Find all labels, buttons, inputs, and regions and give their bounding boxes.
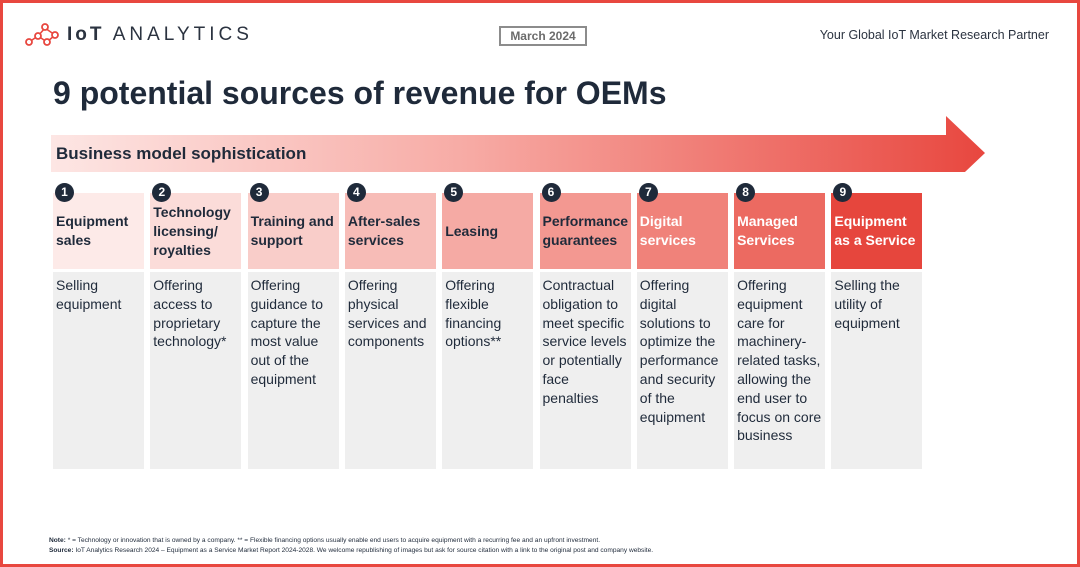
note-line: Note: * = Technology or innovation that … xyxy=(49,537,601,544)
logo: IoT ANALYTICS xyxy=(25,22,253,48)
column-heading-text: Managed Services xyxy=(737,213,798,248)
network-nodes-icon xyxy=(25,23,59,46)
step-number-badge: 6 xyxy=(541,183,561,202)
column-heading: Leasing xyxy=(442,193,534,269)
column-heading-text: Performance guarantees xyxy=(542,213,629,248)
column-heading: Equipment as a Service xyxy=(831,193,923,269)
step-number-badge: 7 xyxy=(638,183,658,202)
column-description: Offering access to proprietary technolog… xyxy=(150,272,242,469)
column-description: Offering equipment care for machinery-re… xyxy=(734,272,826,469)
column-heading-text: Equipment as a Service xyxy=(834,213,916,248)
column-heading: Technology licensing/ royalties xyxy=(150,193,242,269)
column-heading: Digital services xyxy=(636,193,728,269)
logo-wordmark: IoT ANALYTICS xyxy=(67,24,253,45)
column-heading: Performance guarantees xyxy=(539,193,631,269)
column-description: Offering digital solutions to optimize t… xyxy=(636,272,728,469)
footnotes: Note: * = Technology or innovation that … xyxy=(49,536,653,556)
column-heading-text: Training and support xyxy=(250,213,334,248)
column-heading-text: Equipment sales xyxy=(56,213,129,248)
step-number-badge: 3 xyxy=(249,183,269,202)
column-heading: Managed Services xyxy=(734,193,826,269)
column-description: Offering flexible financing options** xyxy=(442,272,534,469)
column-description: Selling equipment xyxy=(53,272,144,469)
step-number-badge: 2 xyxy=(152,183,172,202)
page-title: 9 potential sources of revenue for OEMs xyxy=(53,75,667,111)
column-heading: After-sales services xyxy=(344,193,436,269)
column-heading-text: Digital services xyxy=(639,213,696,248)
column-heading: Equipment sales xyxy=(53,193,144,269)
column-description: Selling the utility of equipment xyxy=(831,272,923,469)
tagline: Your Global IoT Market Research Partner xyxy=(819,28,1049,42)
column-heading-text: Leasing xyxy=(445,222,499,239)
column-heading: Training and support xyxy=(247,193,339,269)
arrow-label: Business model sophistication xyxy=(56,144,307,163)
column-heading-text: After-sales services xyxy=(347,213,421,248)
column-description: Offering guidance to capture the most va… xyxy=(247,272,339,469)
date-badge: March 2024 xyxy=(499,26,587,46)
sophistication-arrow xyxy=(51,116,985,172)
column-heading-text: Technology licensing/ royalties xyxy=(153,203,231,258)
step-number-badge: 9 xyxy=(833,183,853,202)
step-number-badge: 5 xyxy=(444,183,464,202)
column-description: Offering physical services and component… xyxy=(344,272,436,469)
step-number-badge: 4 xyxy=(346,183,366,202)
step-number-badge: 8 xyxy=(736,183,756,202)
column-description: Contractual obligation to meet specific … xyxy=(539,272,631,469)
source-line: Source: IoT Analytics Research 2024 – Eq… xyxy=(49,547,654,554)
step-number-badge: 1 xyxy=(55,183,74,202)
